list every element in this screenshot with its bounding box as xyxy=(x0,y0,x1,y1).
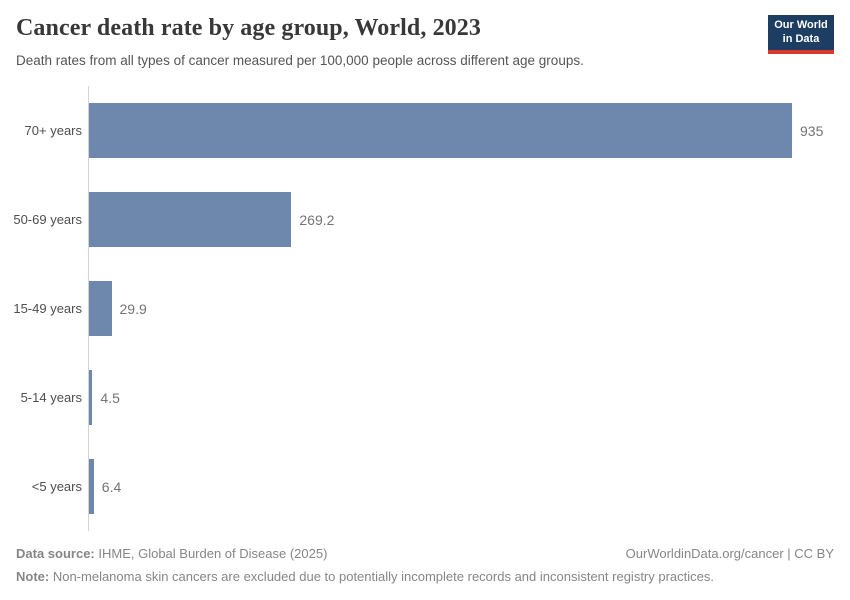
bar-value-label: 29.9 xyxy=(119,300,147,317)
data-source-label: Data source: xyxy=(16,546,95,561)
bar-chart: 70+ years 935 50-69 years 269.2 15-49 ye… xyxy=(0,86,834,531)
bar-value-label: 269.2 xyxy=(299,211,335,228)
bar-value-label: 4.5 xyxy=(100,389,120,406)
bar[interactable] xyxy=(89,370,93,425)
footer-note-label: Note: xyxy=(16,568,50,584)
data-source: Data source: IHME, Global Burden of Dise… xyxy=(16,546,327,563)
footer-note-text: Non-melanoma skin cancers are excluded d… xyxy=(49,568,714,584)
footer-line1: Data source: IHME, Global Burden of Dise… xyxy=(16,546,834,563)
bar-row: 70+ years 935 xyxy=(0,86,834,175)
bar-value-label: 6.4 xyxy=(101,478,122,495)
bar-row: 5-14 years 4.5 xyxy=(0,353,834,442)
category-label: 15-49 years xyxy=(13,300,82,316)
footer-license-link[interactable]: OurWorldinData.org/cancer | CC BY xyxy=(625,546,834,561)
chart-header: Cancer death rate by age group, World, 2… xyxy=(16,14,834,69)
bar-track: 4.5 xyxy=(88,353,834,442)
owid-logo-line2: in Data xyxy=(782,32,820,45)
category-label: 5-14 years xyxy=(20,389,82,405)
bar[interactable] xyxy=(89,192,292,247)
footer-note: Note: Non-melanoma skin cancers are excl… xyxy=(16,569,834,586)
chart-footer: Data source: IHME, Global Burden of Dise… xyxy=(16,546,834,586)
bar[interactable] xyxy=(89,281,112,336)
bar[interactable] xyxy=(89,459,94,514)
page-title: Cancer death rate by age group, World, 2… xyxy=(16,15,481,41)
chart-subtitle: Death rates from all types of cancer mea… xyxy=(16,52,584,68)
owid-logo[interactable]: Our World in Data xyxy=(768,15,834,54)
bar-track: 935 xyxy=(88,86,834,175)
category-label: 70+ years xyxy=(24,122,82,138)
bar[interactable] xyxy=(89,103,792,158)
bar-row: 15-49 years 29.9 xyxy=(0,264,834,353)
bar-row: 50-69 years 269.2 xyxy=(0,175,834,264)
bar-track: 269.2 xyxy=(88,175,834,264)
bar-value-label: 935 xyxy=(800,122,824,139)
category-label: <5 years xyxy=(31,478,82,494)
bar-row: <5 years 6.4 xyxy=(0,442,834,531)
owid-logo-line1: Our World xyxy=(774,19,828,31)
bar-track: 6.4 xyxy=(88,442,834,531)
category-label: 50-69 years xyxy=(13,211,82,227)
bar-track: 29.9 xyxy=(88,264,834,353)
data-source-text: IHME, Global Burden of Disease (2025) xyxy=(94,546,328,561)
